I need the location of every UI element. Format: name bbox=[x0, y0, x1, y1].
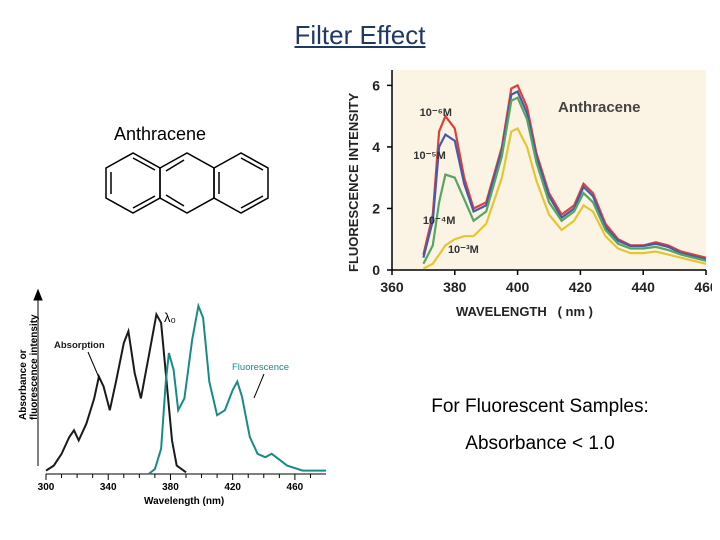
chart2-fluorescence-label: Fluorescence bbox=[232, 362, 289, 373]
chart1-xtick-label: 420 bbox=[569, 279, 593, 295]
chart1-series-line-3 bbox=[422, 127, 707, 270]
fluorescence-concentration-chart: 0 2 4 6 360 380 400 420 440 460 10⁻⁶M 10⁻⁵M 10⁻⁴M 1… bbox=[340, 62, 718, 332]
chart1-series-label-1: 10⁻⁵M bbox=[413, 150, 445, 162]
chart1-plot-background bbox=[392, 70, 706, 270]
chart2-xtick-label: 300 bbox=[38, 482, 55, 493]
chart2-xtick-label: 380 bbox=[162, 482, 179, 493]
chart2-fluorescence-pointer bbox=[253, 373, 265, 399]
chart2-series-line-1 bbox=[148, 302, 326, 475]
chart2-xlabel: Wavelength (nm) bbox=[144, 496, 224, 507]
absorption-fluorescence-chart: 300 340 380 420 460 Absorption Fluorescence λ… bbox=[14, 286, 334, 516]
chart1-series-line-1 bbox=[422, 90, 707, 261]
chart1-xtick-label: 400 bbox=[506, 279, 530, 295]
chart2-xtick-label: 420 bbox=[224, 482, 241, 493]
chart1-xlabel: WAVELENGTH ( nm ) bbox=[456, 304, 593, 319]
chart2-absorption-pointer bbox=[87, 351, 101, 381]
chart1-xtick-label: 360 bbox=[380, 279, 404, 295]
chart1-xtick-label: 380 bbox=[443, 279, 467, 295]
ring-left bbox=[105, 152, 161, 214]
note-line-1: For Fluorescent Samples: bbox=[431, 396, 649, 417]
chart2-series-line-0 bbox=[45, 311, 187, 474]
note-line-2: Absorbance < 1.0 bbox=[465, 433, 615, 454]
chart1-title: Anthracene bbox=[558, 99, 641, 116]
chart2-ylabel: Absorbance or fluorescence intensity bbox=[18, 314, 40, 420]
molecule-label: Anthracene bbox=[114, 124, 207, 144]
chart2-y-arrow bbox=[33, 288, 43, 466]
chart2-peak-label: λ₀ bbox=[164, 310, 176, 325]
chart1-series-label-2: 10⁻⁴M bbox=[423, 215, 456, 227]
chart1-svg: 0 2 4 6 360 380 400 420 440 460 10⁻⁶M 10⁻⁵M 10⁻⁴M 1… bbox=[346, 70, 718, 319]
slide-title: Filter Effect bbox=[294, 20, 426, 50]
chart2-xtick-label: 460 bbox=[287, 482, 304, 493]
anthracene-diagram bbox=[105, 152, 269, 214]
chart1-ytick-label: 2 bbox=[372, 200, 380, 216]
ring-right bbox=[213, 152, 269, 214]
chart1-axes bbox=[391, 70, 706, 271]
anthracene-structure: Anthracene bbox=[78, 118, 338, 226]
chart1-xtick-label: 460 bbox=[694, 279, 712, 295]
ring-middle bbox=[159, 152, 215, 214]
chart1-series-line-2 bbox=[422, 96, 707, 265]
chart1-ylabel: FLUORESCENCE INTENSITY bbox=[346, 93, 361, 272]
chart1-series-label-3: 10⁻³M bbox=[448, 244, 479, 256]
chart2-svg: 300 340 380 420 460 Absorption Fluorescence λ… bbox=[18, 288, 326, 507]
chart2-absorption-label: Absorption bbox=[54, 340, 105, 351]
chart1-xtick-label: 440 bbox=[632, 279, 656, 295]
chart1-series-label-0: 10⁻⁶M bbox=[420, 107, 452, 119]
chart2-xtick-label: 340 bbox=[100, 482, 117, 493]
chart1-ytick-label: 6 bbox=[372, 77, 380, 93]
chart1-ytick-label: 4 bbox=[372, 139, 380, 155]
chart1-ytick-label: 0 bbox=[372, 262, 380, 278]
